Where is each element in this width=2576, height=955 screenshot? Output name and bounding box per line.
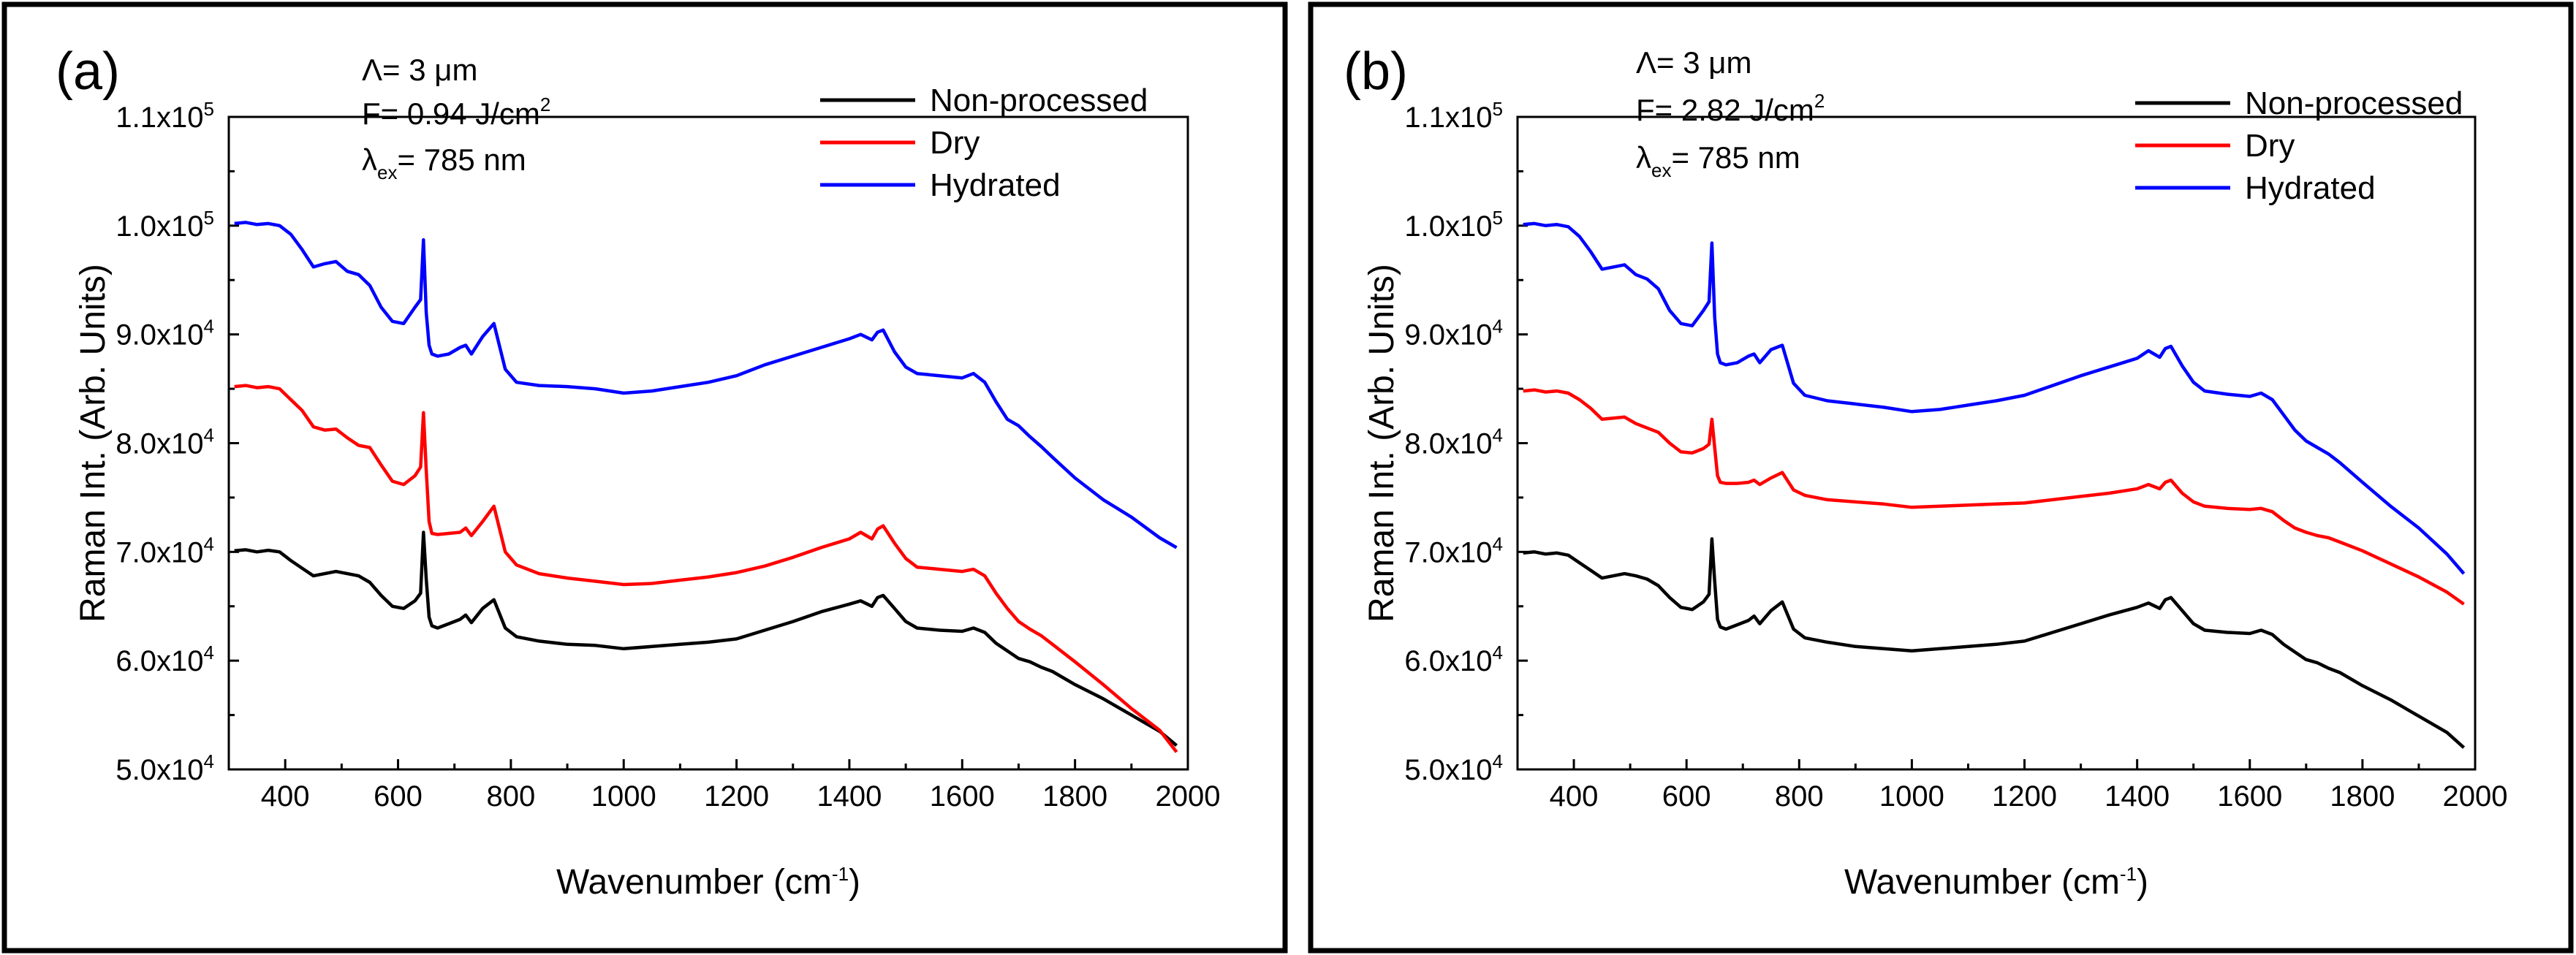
legend-label: Hydrated <box>930 167 1061 203</box>
x-tick-label: 400 <box>261 780 310 813</box>
panel-a-excitation: λex= 785 nm <box>362 142 526 183</box>
x-tick-label: 1800 <box>2330 780 2395 813</box>
y-tick-label: 1.1x105 <box>115 98 214 134</box>
panel-b-plot-area <box>1516 115 2477 771</box>
x-tick-label: 800 <box>487 780 536 813</box>
panel-b-fluence: F= 2.82 J/cm2 <box>1636 90 1825 127</box>
y-tick-label: 8.0x104 <box>115 425 214 460</box>
x-tick-label: 1600 <box>2217 780 2282 813</box>
legend-label: Hydrated <box>2245 170 2376 206</box>
x-tick-label: 1400 <box>2105 780 2170 813</box>
y-tick-label: 1.0x105 <box>115 207 214 243</box>
panel-a-period: Λ= 3 μm <box>362 53 477 87</box>
x-tick-label: 1400 <box>817 780 882 813</box>
x-tick-label: 1000 <box>591 780 656 813</box>
legend-label: Dry <box>930 125 980 161</box>
series-line-hydrated <box>234 221 1178 549</box>
x-axis-title: Wavenumber (cm-1) <box>556 863 860 902</box>
x-tick-label: 1600 <box>930 780 995 813</box>
panel-a-frame <box>1 1 1288 954</box>
panel-a-fluence: F= 0.94 J/cm2 <box>362 94 550 131</box>
y-tick-label: 1.0x105 <box>1404 207 1503 243</box>
panel-a-label: (a) <box>56 42 120 101</box>
x-axis-title: Wavenumber (cm-1) <box>1844 863 2148 902</box>
y-tick-label: 5.0x104 <box>1404 750 1503 786</box>
y-axis-title: Raman Int. (Arb. Units) <box>74 264 113 623</box>
legend-label: Non-processed <box>930 83 1148 118</box>
x-tick-label: 1800 <box>1042 780 1107 813</box>
y-tick-label: 8.0x104 <box>1404 425 1503 460</box>
y-tick-label: 6.0x104 <box>1404 642 1503 677</box>
series-line-dry <box>234 384 1178 753</box>
panel-b-params: Λ= 3 μm F= 2.82 J/cm2 λex= 785 nm <box>1636 45 1825 181</box>
y-axis-title: Raman Int. (Arb. Units) <box>1363 264 1401 623</box>
panel-b-period: Λ= 3 μm <box>1636 45 1751 80</box>
x-tick-label: 400 <box>1550 780 1599 813</box>
panel-b-label: (b) <box>1344 42 1408 101</box>
series-line-non-processed <box>1523 537 2466 749</box>
x-tick-label: 600 <box>1662 780 1711 813</box>
series-line-non-processed <box>234 530 1178 747</box>
panel-a-params: Λ= 3 μm F= 0.94 J/cm2 λex= 785 nm <box>362 53 550 183</box>
legend-label: Dry <box>2245 128 2295 164</box>
series-line-dry <box>1523 388 2465 606</box>
x-tick-label: 1000 <box>1879 780 1944 813</box>
y-tick-label: 7.0x104 <box>1404 533 1503 568</box>
y-tick-label: 7.0x104 <box>115 533 214 568</box>
panel-b-frame <box>1308 1 2574 954</box>
y-tick-label: 9.0x104 <box>1404 316 1503 351</box>
y-tick-label: 5.0x104 <box>115 750 214 786</box>
y-tick-label: 1.1x105 <box>1404 98 1503 134</box>
panel-b-excitation: λex= 785 nm <box>1636 140 1800 181</box>
legend-label: Non-processed <box>2245 85 2463 121</box>
series-line-hydrated <box>1523 221 2466 575</box>
x-tick-label: 1200 <box>1992 780 2057 813</box>
x-tick-label: 2000 <box>2443 780 2508 813</box>
x-tick-label: 2000 <box>1156 780 1221 813</box>
x-tick-label: 800 <box>1775 780 1824 813</box>
panel-a: (a) Λ= 3 μm F= 0.94 J/cm2 λex= 785 nm 40… <box>1 1 1288 954</box>
panel-a-plot-area <box>227 115 1189 771</box>
y-tick-label: 6.0x104 <box>115 642 214 677</box>
x-tick-label: 600 <box>374 780 423 813</box>
x-tick-label: 1200 <box>704 780 769 813</box>
panel-b: (b) Λ= 3 μm F= 2.82 J/cm2 λex= 785 nm 40… <box>1308 1 2574 954</box>
y-tick-label: 9.0x104 <box>115 316 214 351</box>
